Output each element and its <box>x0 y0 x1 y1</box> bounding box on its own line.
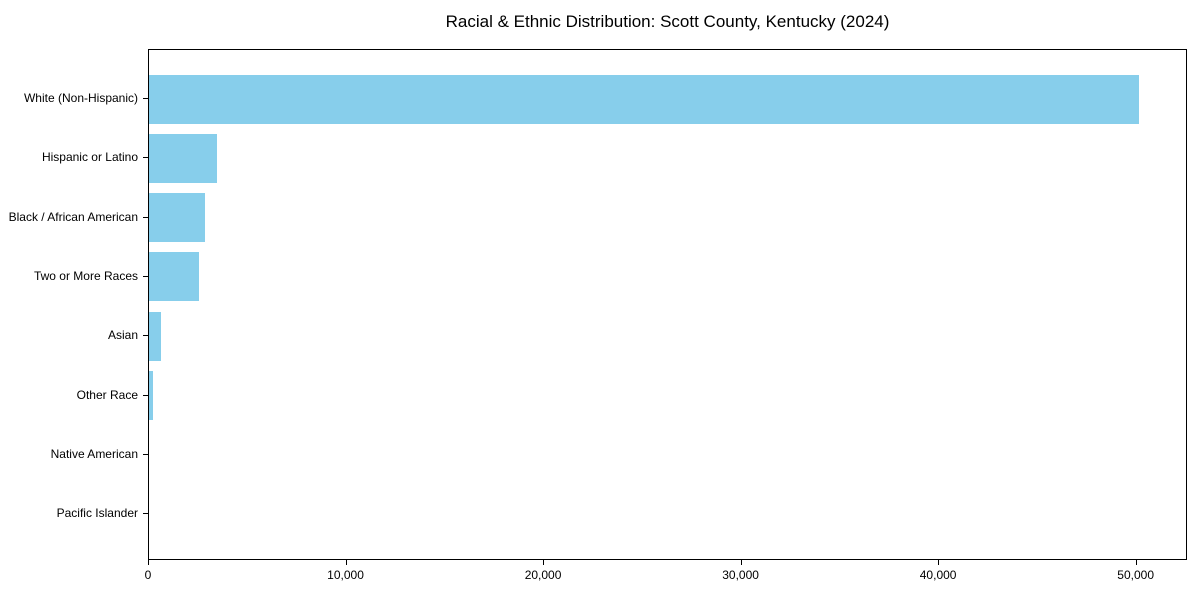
ytick-label-asian: Asian <box>107 328 138 343</box>
ytick-label-two-or-more-races: Two or More Races <box>33 268 138 283</box>
bar-other-race <box>149 371 154 420</box>
ytick-label-black-african-american: Black / African American <box>8 209 138 224</box>
xtick-label-30,000: 30,000 <box>722 568 759 582</box>
xtick-label-50,000: 50,000 <box>1117 568 1154 582</box>
xtick-mark-40,000 <box>938 560 940 565</box>
ytick-mark-black-african-american <box>143 216 148 218</box>
ytick-label-pacific-islander: Pacific Islander <box>56 506 138 521</box>
ytick-mark-two-or-more-races <box>143 275 148 277</box>
ytick-label-white-non-hispanic: White (Non-Hispanic) <box>23 91 138 105</box>
xtick-label-10,000: 10,000 <box>327 568 364 582</box>
ytick-label-native-american: Native American <box>50 446 138 461</box>
plot-area <box>148 49 1187 560</box>
bar-two-or-more-races <box>149 252 199 302</box>
bar-asian <box>149 311 162 361</box>
xtick-mark-50,000 <box>1135 560 1137 565</box>
xtick-mark-20,000 <box>543 560 545 565</box>
ytick-mark-native-american <box>143 453 148 455</box>
ytick-label-other-race: Other Race <box>76 387 138 402</box>
ytick-mark-hispanic-or-latino <box>143 157 148 159</box>
chart-title: Racial & Ethnic Distribution: Scott Coun… <box>445 12 890 31</box>
xtick-label-0: 0 <box>144 568 152 582</box>
xtick-label-40,000: 40,000 <box>919 568 957 582</box>
ytick-mark-other-race <box>143 394 148 396</box>
ytick-mark-pacific-islander <box>143 513 148 515</box>
bar-white-non-hispanic <box>149 74 1139 124</box>
ytick-mark-white-non-hispanic <box>143 98 148 99</box>
ytick-mark-asian <box>143 335 148 337</box>
xtick-mark-0 <box>148 560 149 565</box>
bar-black-african-american <box>149 193 205 243</box>
xtick-mark-30,000 <box>740 560 742 565</box>
xtick-label-20,000: 20,000 <box>524 568 562 582</box>
ytick-label-hispanic-or-latino: Hispanic or Latino <box>41 150 138 165</box>
bar-hispanic-or-latino <box>149 133 218 183</box>
xtick-mark-10,000 <box>345 560 347 565</box>
